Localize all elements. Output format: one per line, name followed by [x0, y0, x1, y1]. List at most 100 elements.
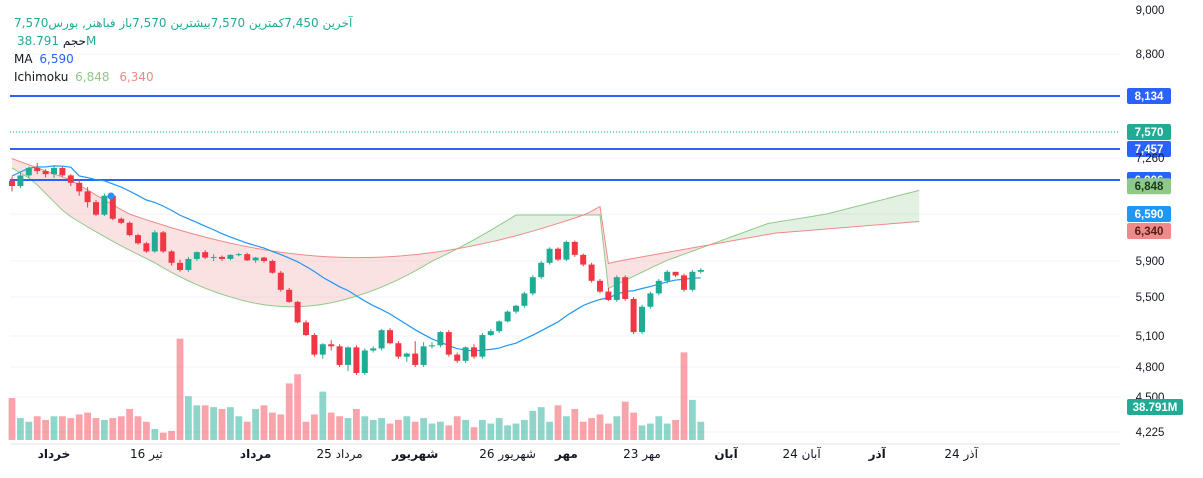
candle-body: [378, 330, 385, 349]
legend-ma-label: MA: [14, 52, 33, 66]
volume-label[interactable]: 38.791M: [1133, 402, 1178, 414]
time-tick[interactable]: شهریور: [391, 447, 438, 462]
candle-body: [244, 254, 251, 261]
candle-body: [303, 322, 309, 336]
volume-bar: [437, 421, 444, 440]
volume-bar: [277, 414, 285, 440]
candle-body: [370, 348, 377, 351]
cloud-segment: [306, 255, 315, 307]
cloud-segment: [524, 215, 533, 234]
volume-bar: [588, 418, 595, 440]
horizontal-lines[interactable]: [10, 95, 1120, 181]
volume-bar: [453, 416, 461, 440]
cloud-segment: [507, 215, 516, 238]
volume-bar: [563, 416, 570, 440]
candle-body: [361, 350, 368, 373]
candle-body: [353, 347, 360, 373]
time-tick[interactable]: مرداد: [240, 447, 271, 461]
price-label-ichi_a[interactable]: 6,848: [1135, 181, 1164, 193]
time-tick[interactable]: 24 آذر: [944, 446, 978, 462]
chart-legend: 7,570آخرین 7,450کمترین 7,570بیشترین 7,57…: [14, 14, 352, 86]
volume-bar: [67, 418, 75, 440]
candle-body: [689, 271, 696, 290]
time-tick[interactable]: آبان: [714, 446, 738, 461]
volume-bar: [17, 418, 24, 440]
volume-bar: [8, 398, 16, 440]
price-tick[interactable]: 9,000: [1136, 5, 1165, 17]
candle-body: [168, 251, 175, 263]
price-label-hline[interactable]: 7,457: [1135, 144, 1164, 156]
candle-body: [672, 271, 679, 276]
candle-body: [513, 305, 519, 312]
candle-body: [126, 222, 133, 236]
cloud-segment: [222, 241, 231, 297]
volume-bar: [101, 419, 108, 440]
cloud-segment: [196, 234, 206, 289]
candle-body: [538, 262, 545, 278]
candle-body: [118, 218, 125, 223]
candle-body: [613, 277, 620, 300]
volume-bar: [176, 338, 184, 440]
volume-bar: [361, 416, 369, 440]
cloud-segment: [432, 251, 441, 262]
cloud-segment: [255, 248, 264, 305]
volume-bar: [235, 416, 243, 440]
volume-bar: [521, 419, 528, 440]
time-tick[interactable]: مهر: [554, 447, 578, 461]
volume-bar: [50, 416, 58, 440]
cloud-segment: [784, 219, 794, 233]
time-tick[interactable]: خرداد: [38, 447, 71, 461]
cloud-segment: [238, 244, 248, 302]
volume-bar: [479, 419, 486, 440]
volume-bar: [294, 374, 301, 440]
price-tick[interactable]: 5,500: [1136, 292, 1165, 304]
candle-body: [311, 335, 318, 355]
moving-average-line: [11, 165, 701, 352]
price-tick[interactable]: 4,800: [1136, 362, 1165, 374]
price-label-ichi_b[interactable]: 6,340: [1135, 226, 1164, 238]
price-tick[interactable]: 5,100: [1136, 331, 1165, 343]
moving-average: [11, 165, 701, 352]
cloud-segment: [633, 256, 642, 277]
candle-body: [521, 293, 528, 306]
candle-body: [647, 293, 654, 307]
time-tick[interactable]: 24 آبان: [782, 446, 821, 461]
cloud-segment: [415, 253, 424, 271]
price-label-box: [1127, 88, 1171, 104]
price-label-hline[interactable]: 8,134: [1135, 91, 1164, 103]
time-tick[interactable]: 25 مرداد: [317, 447, 363, 462]
price-label-box: [1127, 206, 1171, 222]
cloud-segment: [499, 220, 508, 240]
volume-bars: [8, 338, 705, 440]
price-tick[interactable]: 5,900: [1136, 256, 1165, 268]
cloud-segment: [625, 258, 634, 281]
volume-bar: [109, 418, 117, 440]
cloud-segment: [390, 256, 399, 284]
time-tick[interactable]: 26 شهریور: [479, 447, 536, 462]
candle-body: [420, 346, 427, 365]
cloud-segment: [381, 256, 390, 288]
cloud-segment: [482, 230, 491, 244]
time-tick[interactable]: 16 تیر: [130, 447, 163, 462]
cloud-segment: [894, 194, 903, 224]
volume-bar: [168, 430, 175, 440]
time-tick[interactable]: آذر: [868, 446, 887, 461]
candle-body: [160, 232, 167, 252]
price-tick[interactable]: 4,225: [1136, 427, 1165, 439]
time-tick[interactable]: 23 مهر: [623, 447, 661, 462]
volume-bar: [411, 421, 419, 440]
candle-body: [487, 331, 494, 336]
price-axis[interactable]: 9,0008,8008,1347,5707,4577,2606,9066,848…: [1127, 5, 1183, 439]
candle-body: [101, 195, 108, 215]
price-label-last[interactable]: 7,570: [1135, 127, 1164, 139]
cloud-segment: [398, 255, 407, 280]
price-label-ma[interactable]: 6,590: [1135, 209, 1164, 221]
price-tick[interactable]: 8,800: [1136, 49, 1165, 61]
time-axis[interactable]: خرداد 16 تیر مرداد 25 مرداد شهریور 26 شهریور م…: [38, 446, 979, 462]
candle-body: [605, 291, 612, 300]
candle-body: [336, 346, 343, 365]
price-tick[interactable]: 7,260: [1136, 153, 1165, 165]
cloud-segment: [474, 235, 483, 246]
cloud-segment: [314, 255, 323, 306]
